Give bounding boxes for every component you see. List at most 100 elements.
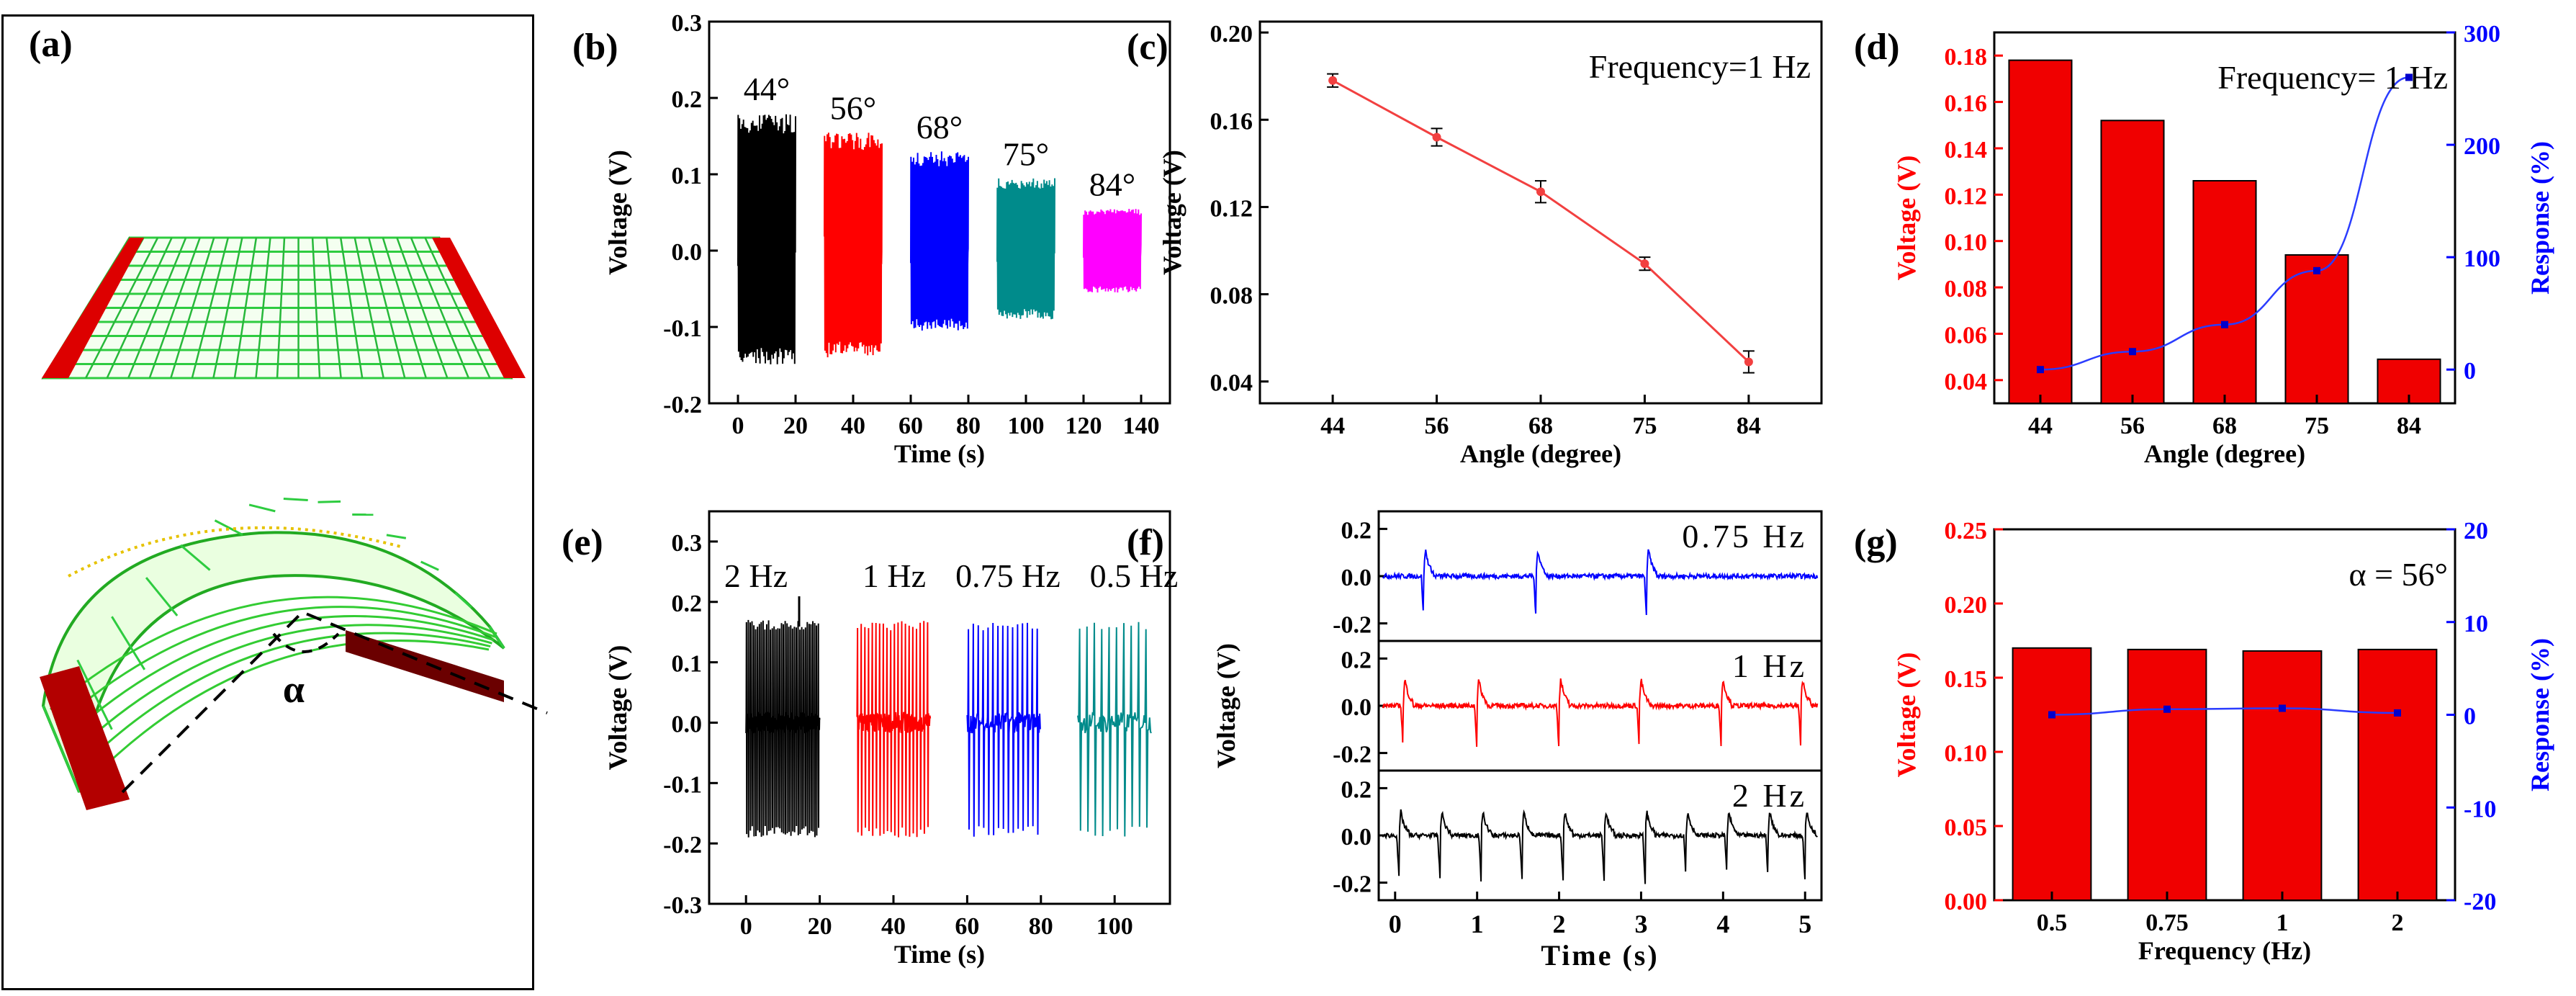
chart-f-series-1 xyxy=(1382,678,1819,748)
bent-mesh-arc xyxy=(75,632,491,774)
chart-f-y-tick-label: 0.2 xyxy=(1341,776,1372,803)
chart-g-xlabel: Frequency (Hz) xyxy=(2138,936,2311,965)
bent-electrode-left xyxy=(40,666,130,810)
chart-e-y-tick-label: -0.1 xyxy=(663,771,702,798)
chart-e-series-label-0: 2 Hz xyxy=(724,557,788,594)
chart-c-x-tick-label: 75 xyxy=(1632,413,1657,439)
chart-b-series-label-1: 56° xyxy=(830,90,876,127)
chart-f-series-label-1: 1 Hz xyxy=(1732,647,1807,684)
chart-d-y-tick-label: 0.14 xyxy=(1945,137,1988,163)
chart-f-y-tick-label: -0.2 xyxy=(1333,742,1372,768)
bent-mesh-line xyxy=(111,616,146,670)
mesh-col xyxy=(212,237,243,379)
mesh-col xyxy=(339,237,364,379)
chart-b-series-label-0: 44° xyxy=(744,71,790,107)
chart-b-y-tick-label: 0.0 xyxy=(672,239,703,266)
chart-g-y-tick-label: 0.05 xyxy=(1945,815,1988,841)
mesh-col xyxy=(325,237,342,379)
bent-mesh-line xyxy=(386,534,407,539)
chart-e-y-tick-label: 0.2 xyxy=(672,591,703,617)
bent-mesh-arc xyxy=(55,606,496,727)
chart-d-y-tick-label: 0.06 xyxy=(1945,322,1988,349)
chart-d: 0.04 0.06 0.08 0.10 0.12 0.14 0.16 0.18 0 100 200 3… xyxy=(1892,21,2554,468)
chart-g-y2-tick-label: 10 xyxy=(2464,611,2488,637)
chart-c-y-tick-label: 0.08 xyxy=(1210,283,1253,310)
mesh-col xyxy=(170,237,215,379)
chart-f-series-0 xyxy=(1382,549,1819,616)
mesh-col xyxy=(255,237,271,379)
chart-d-response-point xyxy=(2313,266,2320,274)
chart-g-y-tick-label: 0.15 xyxy=(1945,666,1988,693)
bent-mesh-line xyxy=(488,626,505,649)
chart-g-bar xyxy=(2012,647,2092,901)
chart-f-x-tick-label: 4 xyxy=(1716,910,1729,938)
chart-b-x-tick-label: 60 xyxy=(899,413,923,439)
chart-e-x-tick-label: 80 xyxy=(1029,913,1053,940)
bent-mesh-line xyxy=(214,519,243,536)
chart-g-x-tick-label: 2 xyxy=(2392,910,2404,936)
chart-f-x-tick-label: 1 xyxy=(1471,910,1484,938)
chart-b-series-0 xyxy=(737,114,796,364)
chart-g-y2-tick-label: -10 xyxy=(2464,796,2496,822)
chart-d-y-tick-label: 0.18 xyxy=(1945,44,1988,71)
bent-mesh-arc xyxy=(68,624,492,758)
mesh-col xyxy=(106,237,173,379)
bent-mesh-line xyxy=(42,705,81,793)
chart-b-series-label-2: 68° xyxy=(917,109,963,145)
chart-e-series-1 xyxy=(856,621,932,838)
graphene-illustration: α xyxy=(40,236,548,810)
alpha-symbol: α xyxy=(283,668,305,711)
chart-d-y2-tick-label: 100 xyxy=(2464,246,2500,272)
chart-g-x-tick-label: 0.5 xyxy=(2037,910,2068,936)
chart-c-x-tick-label: 68 xyxy=(1528,413,1553,439)
mesh-col xyxy=(233,237,258,379)
chart-f-y-tick-label: 0.2 xyxy=(1341,647,1372,673)
chart-c-point xyxy=(1328,76,1338,85)
chart-g-ylabel: Voltage (V) xyxy=(1892,652,1921,778)
chart-c-x-tick-label: 44 xyxy=(1320,413,1345,439)
chart-b-xlabel: Time (s) xyxy=(894,439,985,468)
chart-b-frame xyxy=(708,20,1171,405)
chart-c: 0.04 0.08 0.12 0.16 0.20 44 56 68 75 84 Frequency=… xyxy=(1158,20,1823,468)
chart-f-y-tick-label: -0.2 xyxy=(1333,871,1372,898)
chart-g-y-tick-label: 0.10 xyxy=(1945,740,1988,767)
chart-f-series-label-0: 0.75 Hz xyxy=(1682,518,1807,555)
chart-d-x-tick-label: 84 xyxy=(2397,413,2421,439)
chart-b: -0.2 -0.1 0.0 0.1 0.2 0.3 0 20 40 60 80 100 120 140 Ti… xyxy=(603,10,1171,468)
chart-b-y-tick-label: 0.1 xyxy=(672,163,703,189)
chart-d-bar xyxy=(2008,59,2073,404)
chart-g-y2label: Response (%) xyxy=(2526,638,2554,791)
chart-b-x-tick-label: 80 xyxy=(956,413,981,439)
chart-d-y-tick-label: 0.12 xyxy=(1945,183,1988,210)
chart-b-y-tick-label: -0.2 xyxy=(663,392,702,418)
mesh-col xyxy=(410,237,470,379)
chart-g-bar xyxy=(2242,650,2323,901)
chart-d-response-point xyxy=(2037,366,2044,374)
chart-c-point xyxy=(1536,187,1545,197)
bent-mesh-line xyxy=(454,592,472,609)
chart-e-xlabel: Time (s) xyxy=(894,940,985,969)
chart-d-y2-tick-label: 300 xyxy=(2464,21,2500,48)
angle-lines xyxy=(121,610,548,794)
panel-label-c: (c) xyxy=(1127,27,1168,68)
chart-g-response-point xyxy=(2279,704,2286,712)
chart-f: -0.2 0.0 0.2 0.75 Hz -0.2 0.0 0.2 1 Hz -0.2 0.0 0.… xyxy=(1212,510,1823,972)
chart-d-y-tick-label: 0.16 xyxy=(1945,91,1988,117)
chart-f-x-tick-label: 5 xyxy=(1798,910,1811,938)
chart-d-y2-tick-label: 200 xyxy=(2464,133,2500,160)
chart-f-series-label-2: 2 Hz xyxy=(1732,777,1807,814)
chart-e-x-tick-label: 60 xyxy=(955,913,979,940)
chart-f-y-tick-label: 0.0 xyxy=(1341,565,1372,591)
chart-b-series-label-3: 75° xyxy=(1003,135,1049,172)
chart-d-xlabel: Angle (degree) xyxy=(2144,439,2305,468)
chart-c-ylabel: Voltage (V) xyxy=(1158,150,1186,275)
chart-f-series-2 xyxy=(1382,809,1819,884)
chart-b-y-tick-label: -0.1 xyxy=(663,315,702,342)
electrode-left xyxy=(42,238,144,378)
chart-e-y-tick-label: -0.3 xyxy=(663,892,702,919)
bent-mesh-line xyxy=(145,577,179,616)
chart-f-xlabel: Time (s) xyxy=(1541,939,1659,972)
chart-g-title: α = 56° xyxy=(2349,556,2448,593)
panel-label-e: (e) xyxy=(562,522,603,563)
chart-f-y-tick-label: 0.0 xyxy=(1341,824,1372,851)
